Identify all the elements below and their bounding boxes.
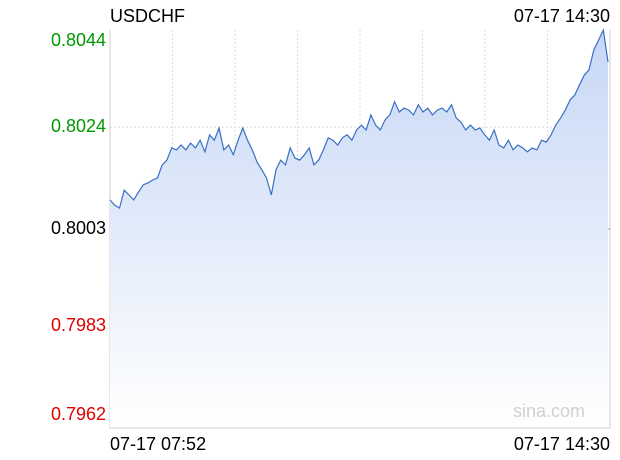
timestamp: 07-17 14:30 <box>514 6 610 26</box>
y-tick-label: 0.7983 <box>51 315 106 335</box>
watermark: sina.com <box>513 401 585 421</box>
y-tick-label: 0.8003 <box>51 218 106 238</box>
y-tick-label: 0.8024 <box>51 116 106 136</box>
y-tick-label: 0.7962 <box>51 404 106 424</box>
price-line <box>109 27 609 210</box>
area <box>110 30 608 428</box>
x-tick-label: 07-17 14:30 <box>514 434 610 454</box>
chart-title: USDCHF <box>110 6 185 26</box>
x-tick-label: 07-17 07:52 <box>110 434 206 454</box>
y-tick-label: 0.8044 <box>51 30 106 50</box>
